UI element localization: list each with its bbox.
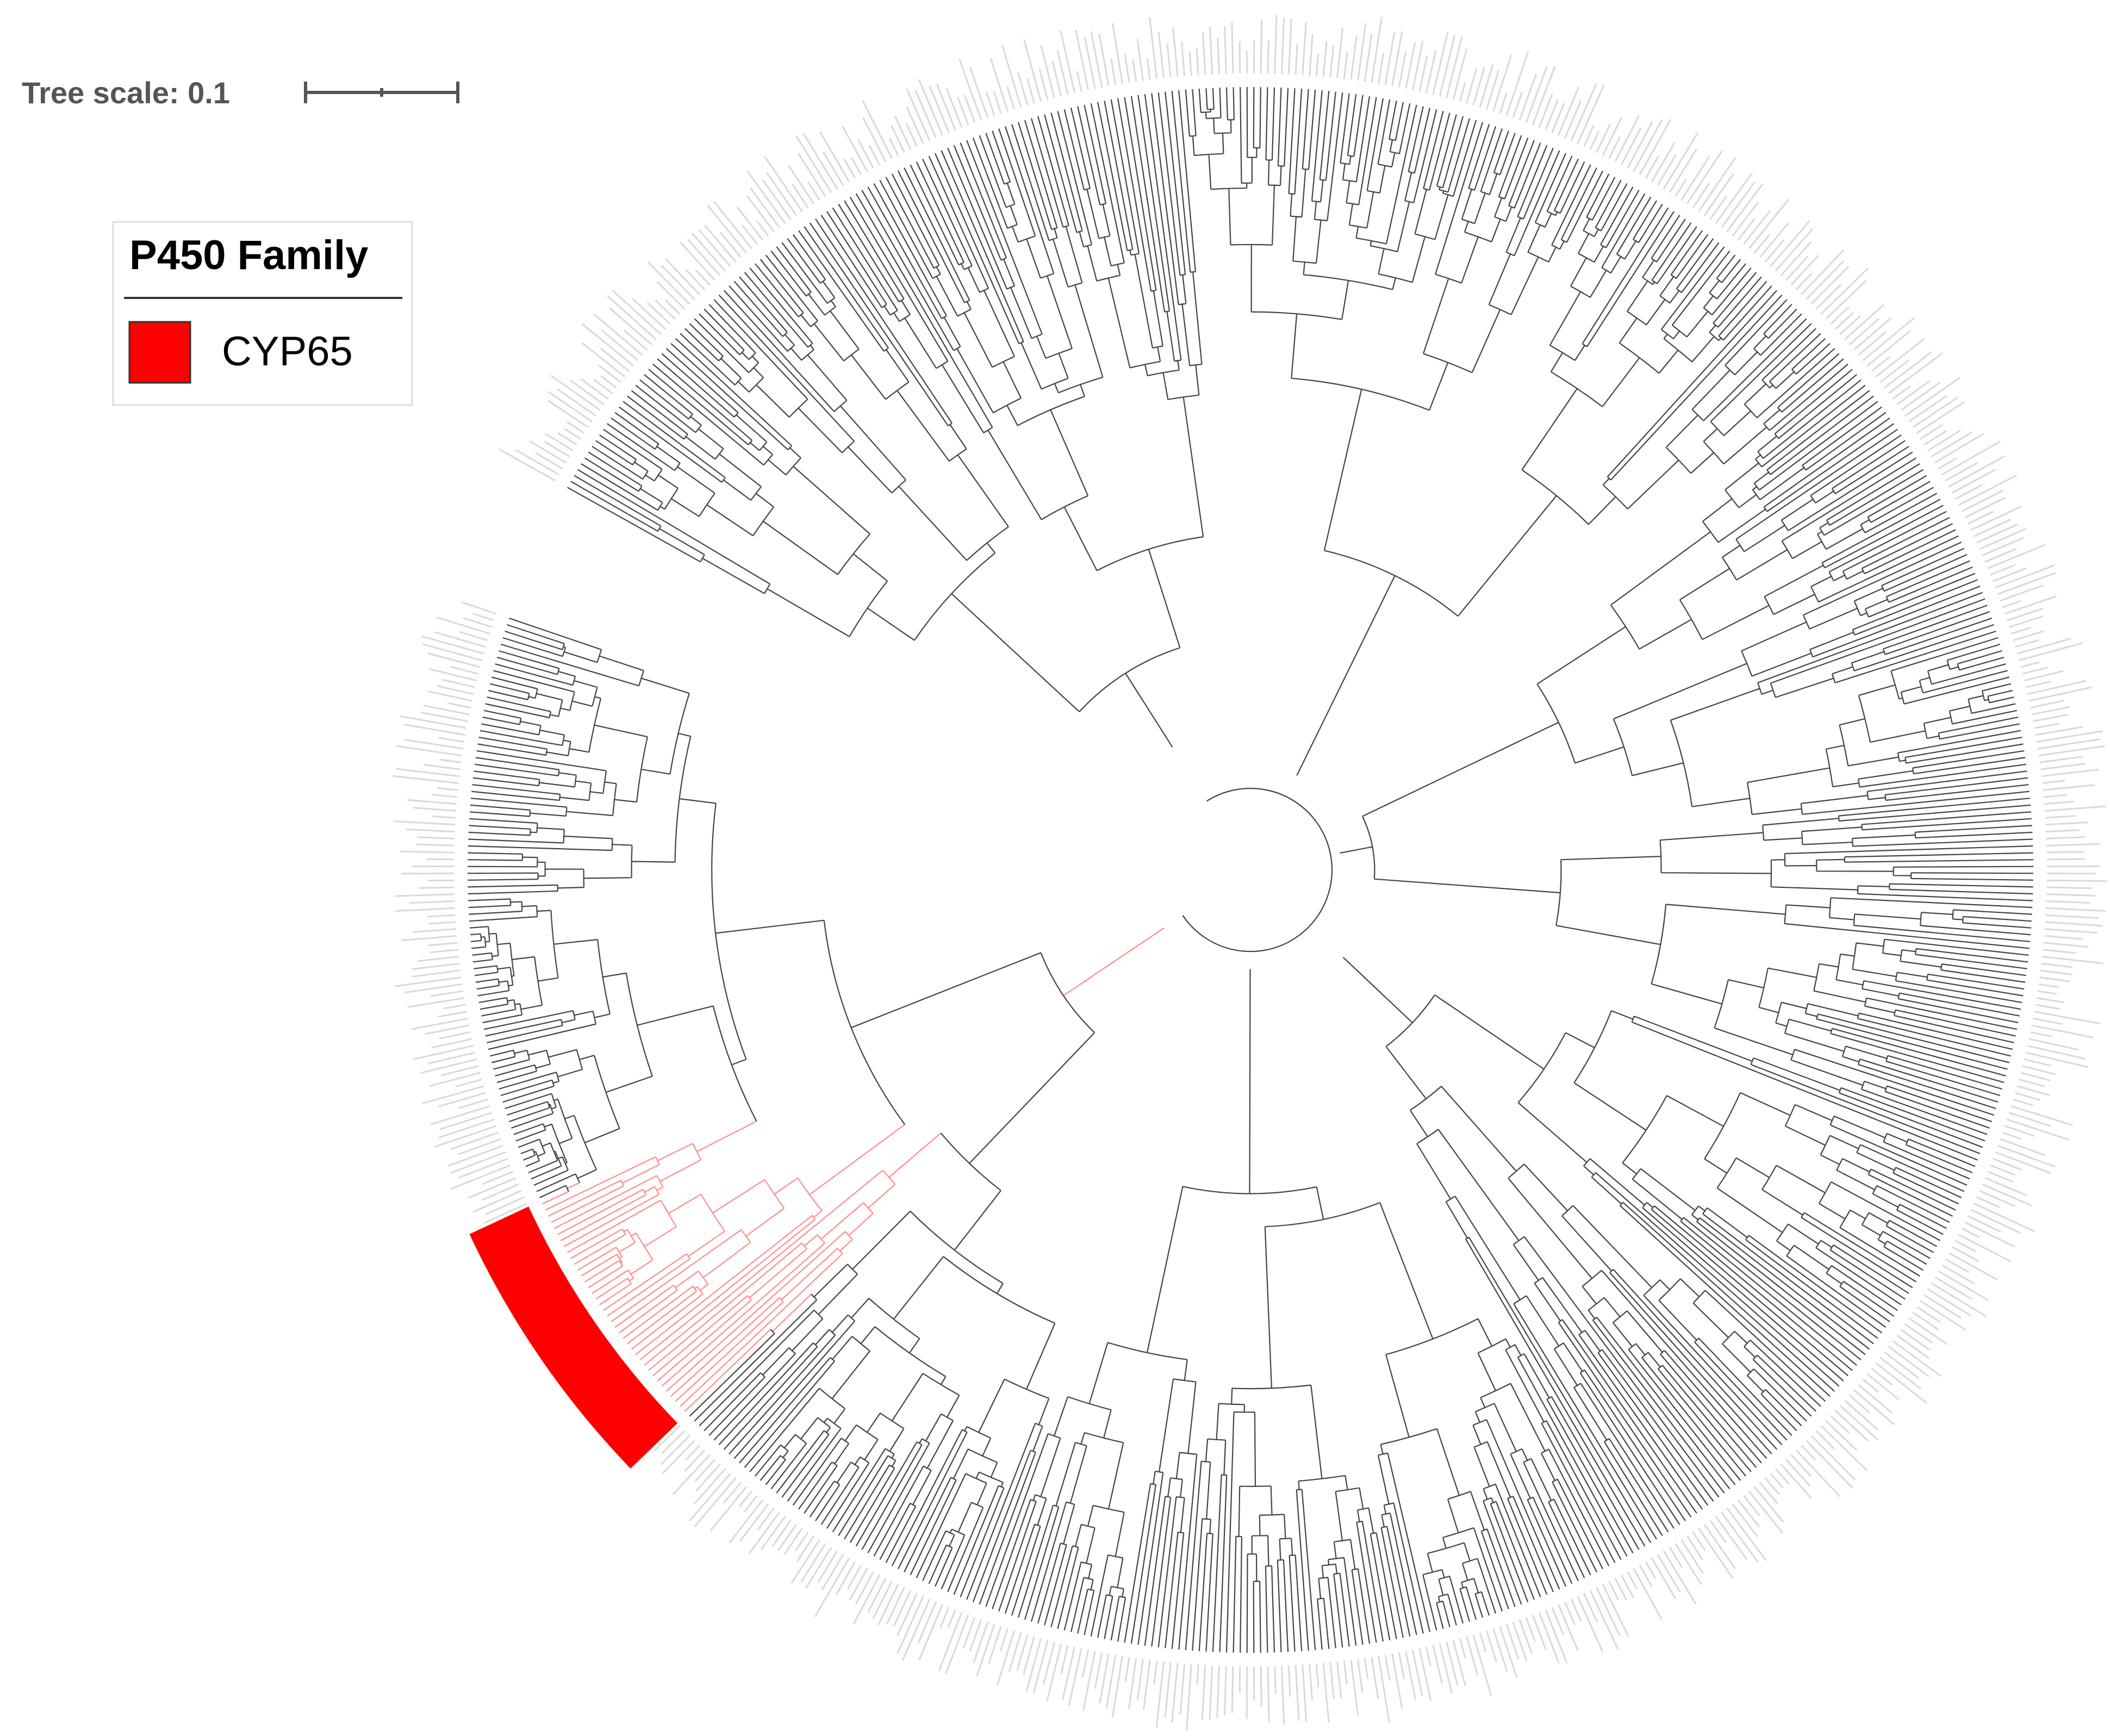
cyp65-branches [542, 927, 1165, 1412]
cyp65-strip [469, 1206, 678, 1469]
scale-bar [304, 82, 459, 103]
legend-swatch [128, 321, 191, 384]
scale-label: Tree scale: 0.1 [22, 76, 230, 110]
tree [393, 15, 2108, 1731]
legend-label: CYP65 [222, 328, 353, 375]
legend: P450 Family CYP65 [112, 221, 413, 406]
leaf-labels [393, 15, 2108, 1731]
branches [467, 86, 2034, 1653]
legend-title: P450 Family [129, 232, 368, 278]
